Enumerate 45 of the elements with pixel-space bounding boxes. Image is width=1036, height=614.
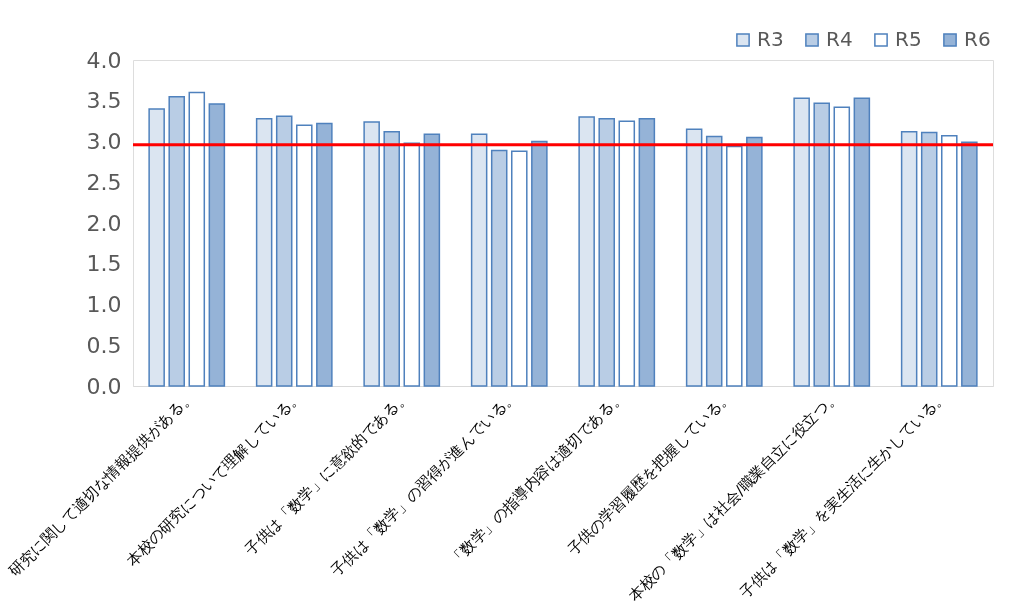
- bar: [685, 128, 703, 387]
- bar: [705, 135, 723, 387]
- bar: [578, 116, 595, 387]
- bar: [255, 117, 273, 387]
- bar: [383, 130, 400, 387]
- bar: [208, 103, 226, 387]
- bar: [490, 149, 508, 387]
- legend-label: R4: [826, 27, 853, 51]
- y-tick-label: 1.0: [86, 292, 122, 317]
- y-tick-label: 1.5: [86, 251, 122, 277]
- bar: [148, 108, 165, 387]
- bar: [746, 136, 763, 387]
- y-tick-label: 2.5: [86, 169, 122, 195]
- bar: [296, 124, 313, 387]
- bar: [531, 140, 548, 387]
- bar: [275, 115, 293, 387]
- bar: [833, 106, 851, 387]
- y-tick-label: 2.0: [86, 210, 122, 236]
- bar: [961, 141, 978, 387]
- legend-label: R3: [757, 27, 784, 51]
- bar: [598, 117, 615, 387]
- bar: [403, 142, 421, 387]
- bar: [813, 102, 830, 387]
- bar: [363, 121, 380, 387]
- bar: [470, 133, 488, 387]
- bar: [188, 91, 206, 387]
- bar: [638, 117, 656, 387]
- y-tick-label: 0.5: [86, 332, 122, 358]
- y-tick-label: 0.0: [86, 373, 122, 399]
- legend-label: R5: [895, 27, 922, 51]
- legend-label: R6: [964, 27, 991, 51]
- bar: [316, 122, 333, 387]
- bar: [941, 135, 958, 387]
- y-tick-label: 3.5: [86, 88, 122, 114]
- bar: [920, 131, 938, 387]
- bar: [423, 133, 441, 387]
- bar: [726, 145, 743, 387]
- bar: [511, 150, 528, 387]
- bar: [853, 97, 871, 387]
- bar: [618, 120, 636, 387]
- y-tick-label: 4.0: [86, 47, 122, 73]
- y-tick-label: 3.0: [86, 129, 122, 154]
- bar: [793, 97, 810, 387]
- bar: [900, 130, 918, 387]
- bar: [168, 95, 185, 387]
